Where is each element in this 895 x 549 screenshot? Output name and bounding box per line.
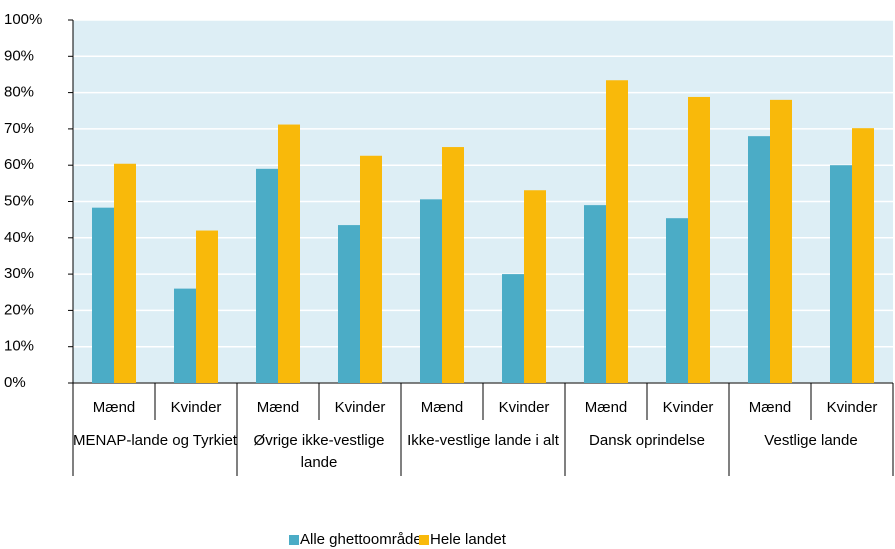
bar xyxy=(360,155,382,383)
legend-label: Hele landet xyxy=(430,531,507,548)
group-label: Dansk oprindelse xyxy=(589,432,705,449)
x-tick-label: Mænd xyxy=(421,399,464,416)
y-tick-label: 10% xyxy=(4,338,34,355)
bar xyxy=(338,225,360,383)
y-tick-label: 100% xyxy=(4,11,42,28)
x-tick-label: Kvinder xyxy=(499,399,550,416)
x-tick-label: Mænd xyxy=(93,399,136,416)
x-tick-label: Kvinder xyxy=(171,399,222,416)
bar xyxy=(606,80,628,384)
bar xyxy=(92,207,114,383)
x-tick-label: Mænd xyxy=(585,399,628,416)
group-label: Øvrige ikke-vestlige lande xyxy=(254,432,385,471)
x-tick-label: Kvinder xyxy=(663,399,714,416)
bar xyxy=(502,274,524,383)
bar xyxy=(830,165,852,383)
bar xyxy=(666,218,688,383)
bar xyxy=(256,168,278,383)
legend-swatch xyxy=(289,535,299,545)
legend-swatch xyxy=(419,535,429,545)
group-label: Ikke-vestlige lande i alt xyxy=(407,432,560,449)
y-tick-label: 60% xyxy=(4,156,34,173)
y-tick-label: 0% xyxy=(4,374,26,391)
bar xyxy=(420,199,442,383)
bar xyxy=(524,190,546,383)
group-label: Vestlige lande xyxy=(764,432,857,449)
x-tick-label: Mænd xyxy=(749,399,792,416)
bar xyxy=(688,96,710,384)
y-tick-label: 50% xyxy=(4,192,34,209)
bar xyxy=(748,136,770,383)
group-label: MENAP-lande og Tyrkiet xyxy=(73,432,238,449)
bar xyxy=(442,147,464,383)
y-tick-label: 90% xyxy=(4,47,34,64)
bar xyxy=(770,99,792,384)
y-tick-label: 80% xyxy=(4,84,34,101)
x-tick-label: Kvinder xyxy=(827,399,878,416)
bar xyxy=(852,128,874,383)
bar xyxy=(196,230,218,383)
x-tick-label: Mænd xyxy=(257,399,300,416)
y-tick-label: 70% xyxy=(4,120,34,137)
bar xyxy=(278,124,300,383)
bar xyxy=(584,205,606,383)
legend-label: Alle ghettoområder xyxy=(300,531,427,548)
bar xyxy=(114,163,136,383)
bar xyxy=(174,288,196,383)
y-tick-label: 20% xyxy=(4,301,34,318)
x-tick-label: Kvinder xyxy=(335,399,386,416)
y-tick-label: 30% xyxy=(4,265,34,282)
y-tick-label: 40% xyxy=(4,229,34,246)
